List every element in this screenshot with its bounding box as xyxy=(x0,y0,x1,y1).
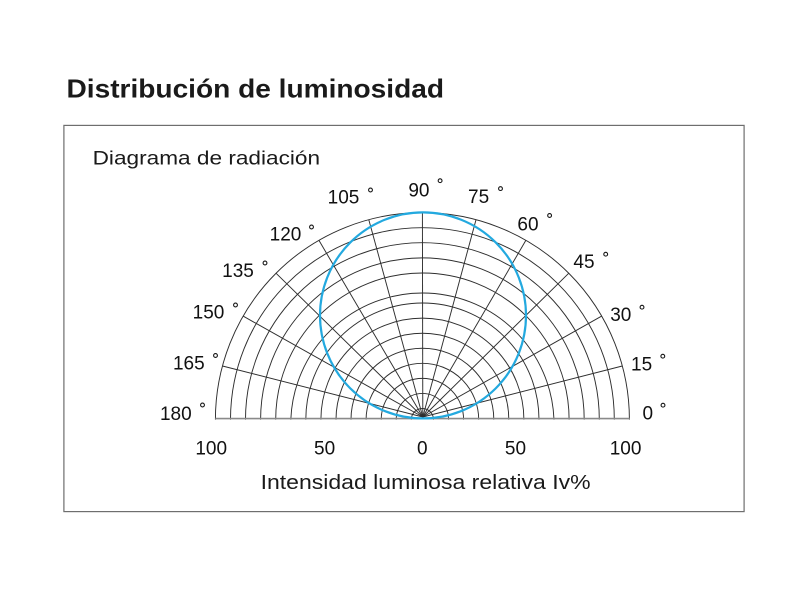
svg-text:60: 60 xyxy=(517,214,538,235)
svg-text:150: 150 xyxy=(193,303,225,324)
svg-text:15: 15 xyxy=(631,355,652,376)
svg-text:105: 105 xyxy=(328,188,360,209)
svg-text:30: 30 xyxy=(610,305,631,326)
svg-text:75: 75 xyxy=(468,187,489,208)
svg-text:100: 100 xyxy=(195,439,227,460)
svg-text:Diagrama de radiación: Diagrama de radiación xyxy=(93,147,321,169)
svg-text:Distribución de luminosidad: Distribución de luminosidad xyxy=(67,74,445,104)
svg-text:50: 50 xyxy=(314,439,335,460)
svg-text:180: 180 xyxy=(160,404,192,425)
svg-text:120: 120 xyxy=(270,225,302,246)
svg-text:90: 90 xyxy=(408,180,429,201)
svg-text:100: 100 xyxy=(610,439,642,460)
svg-text:135: 135 xyxy=(222,261,254,282)
svg-text:45: 45 xyxy=(573,252,594,273)
svg-text:Intensidad luminosa relativa I: Intensidad luminosa relativa Iv% xyxy=(261,472,591,494)
svg-text:0: 0 xyxy=(417,439,428,460)
svg-text:0: 0 xyxy=(643,404,654,425)
svg-text:165: 165 xyxy=(173,354,205,375)
svg-text:50: 50 xyxy=(505,439,526,460)
